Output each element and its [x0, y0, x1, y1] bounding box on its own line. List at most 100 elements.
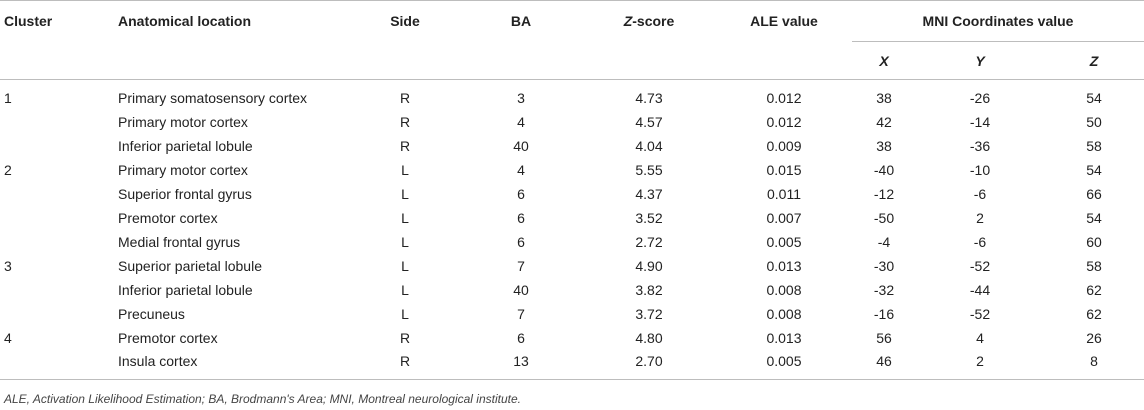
cell-ba: 6	[517, 186, 525, 202]
cell-mni-y: -10	[969, 162, 991, 178]
header-z-score-letter: Z	[623, 13, 633, 30]
table-row: Primary motor cortex R 4 4.57 0.012 42 -14 50	[0, 110, 1144, 134]
table-row: Medial frontal gyrus L 6 2.72 0.005 -4 -6 60	[0, 230, 1144, 254]
cell-side: L	[401, 306, 409, 322]
header-z-score: Z-score	[582, 1, 716, 42]
subheader-row: X Y Z	[0, 42, 1144, 80]
cell-z-score: 4.37	[635, 186, 663, 202]
table-row: Inferior parietal lobule L 40 3.82 0.008 -32 -…	[0, 278, 1144, 302]
cell-anatomical-location: Medial frontal gyrus	[118, 234, 241, 250]
cell-anatomical-location: Primary motor cortex	[118, 162, 248, 178]
cell-ale-value: 0.012	[766, 114, 802, 130]
header-ale-value: ALE value	[750, 13, 818, 30]
results-table: Cluster Anatomical location Side BA Z-sc…	[0, 0, 1144, 380]
cell-mni-x: 38	[876, 90, 892, 106]
cell-mni-x: 42	[876, 114, 892, 130]
table-row: Precuneus L 7 3.72 0.008 -16 -52 62	[0, 302, 1144, 326]
cell-mni-z: 8	[1044, 350, 1144, 380]
cell-anatomical-location: Insula cortex	[118, 350, 350, 380]
header-mni-coordinates: MNI Coordinates value	[852, 0, 1144, 42]
cell-mni-x: -30	[873, 258, 895, 274]
cell-ba: 13	[460, 350, 582, 380]
cell-cluster	[0, 206, 118, 230]
cell-ale-value: 0.015	[766, 162, 802, 178]
cell-ale-value: 0.013	[766, 330, 802, 346]
cell-mni-z: 62	[1086, 282, 1102, 298]
cell-ale-value: 0.008	[766, 306, 802, 322]
cell-ba: 6	[517, 330, 525, 346]
cell-z-score: 2.72	[635, 234, 663, 250]
cell-cluster: 1	[4, 90, 12, 106]
cell-anatomical-location: Primary somatosensory cortex	[118, 90, 308, 106]
table-row: Premotor cortex L 6 3.52 0.007 -50 2 54	[0, 206, 1144, 230]
cell-side: L	[401, 210, 409, 226]
cell-side: R	[399, 138, 411, 154]
cell-mni-x: 56	[876, 330, 892, 346]
cell-mni-x: -4	[877, 234, 891, 250]
cell-mni-x: -50	[873, 210, 895, 226]
cell-mni-z: 54	[1086, 90, 1102, 106]
table-body: 1 Primary somatosensory cortex R 3 4.73 0.012…	[0, 80, 1144, 380]
cell-ba: 40	[513, 282, 529, 298]
cell-ale-value: 0.011	[767, 186, 801, 202]
cell-mni-z: 58	[1086, 138, 1102, 154]
cell-ba: 6	[517, 234, 525, 250]
cell-mni-y: -52	[969, 306, 991, 322]
cell-mni-y: 4	[976, 330, 984, 346]
cell-ale-value: 0.012	[766, 90, 802, 106]
cell-mni-y: -26	[969, 90, 991, 106]
table-row: 4 Premotor cortex R 6 4.80 0.013 56 4 26	[0, 326, 1144, 350]
cell-ba: 40	[513, 138, 529, 154]
cell-cluster	[0, 182, 118, 206]
cell-mni-x: 38	[876, 138, 892, 154]
cell-ba: 4	[517, 162, 525, 178]
table-row: Insula cortex R 13 2.70 0.005 46 2 8	[0, 350, 1144, 380]
cell-anatomical-location: Inferior parietal lobule	[118, 282, 253, 298]
cell-cluster: 4	[4, 330, 12, 346]
cell-mni-y: 2	[976, 210, 984, 226]
cell-side: L	[401, 258, 409, 274]
cell-cluster	[0, 278, 118, 302]
header-z: Z	[1089, 52, 1099, 69]
cell-anatomical-location: Superior parietal lobule	[118, 258, 262, 274]
cell-ale-value: 0.005	[716, 350, 852, 380]
header-ba: BA	[510, 13, 532, 30]
cell-mni-x: 46	[852, 350, 916, 380]
cell-cluster	[0, 302, 118, 326]
cell-ba: 6	[517, 210, 525, 226]
cell-ale-value: 0.013	[766, 258, 802, 274]
cell-side: L	[401, 162, 409, 178]
cell-side: R	[350, 350, 460, 380]
table-row: Inferior parietal lobule R 40 4.04 0.009 38 -3…	[0, 134, 1144, 158]
table-row: 2 Primary motor cortex L 4 5.55 0.015 -40 -10 54	[0, 158, 1144, 182]
cell-cluster	[0, 134, 118, 158]
cell-mni-z: 50	[1086, 114, 1102, 130]
header-y: Y	[975, 52, 985, 69]
table-row: 1 Primary somatosensory cortex R 3 4.73 0.012…	[0, 80, 1144, 111]
cell-mni-z: 58	[1086, 258, 1102, 274]
cell-anatomical-location: Superior frontal gyrus	[118, 186, 252, 202]
cell-mni-z: 60	[1086, 234, 1102, 250]
header-cluster: Cluster	[4, 13, 53, 30]
cell-side: R	[399, 114, 411, 130]
cell-z-score: 4.04	[635, 138, 663, 154]
cell-cluster: 3	[4, 258, 12, 274]
cell-side: R	[399, 90, 411, 106]
cell-mni-z: 54	[1086, 210, 1102, 226]
cell-ba: 3	[517, 90, 525, 106]
cell-cluster: 2	[4, 162, 12, 178]
table-row: Superior frontal gyrus L 6 4.37 0.011 -12 -6 66	[0, 182, 1144, 206]
cell-z-score: 4.57	[635, 114, 663, 130]
cell-mni-x: -12	[873, 186, 895, 202]
header-x: X	[879, 52, 889, 69]
cell-mni-z: 26	[1086, 330, 1102, 346]
cell-anatomical-location: Primary motor cortex	[118, 114, 248, 130]
cell-cluster	[0, 230, 118, 254]
cell-anatomical-location: Premotor cortex	[118, 330, 218, 346]
cell-z-score: 4.73	[635, 90, 663, 106]
table-footnote: ALE, Activation Likelihood Estimation; B…	[4, 392, 521, 406]
cell-side: L	[401, 186, 409, 202]
header-side: Side	[390, 13, 420, 30]
cell-mni-y: -44	[969, 282, 991, 298]
cell-z-score: 5.55	[635, 162, 663, 178]
